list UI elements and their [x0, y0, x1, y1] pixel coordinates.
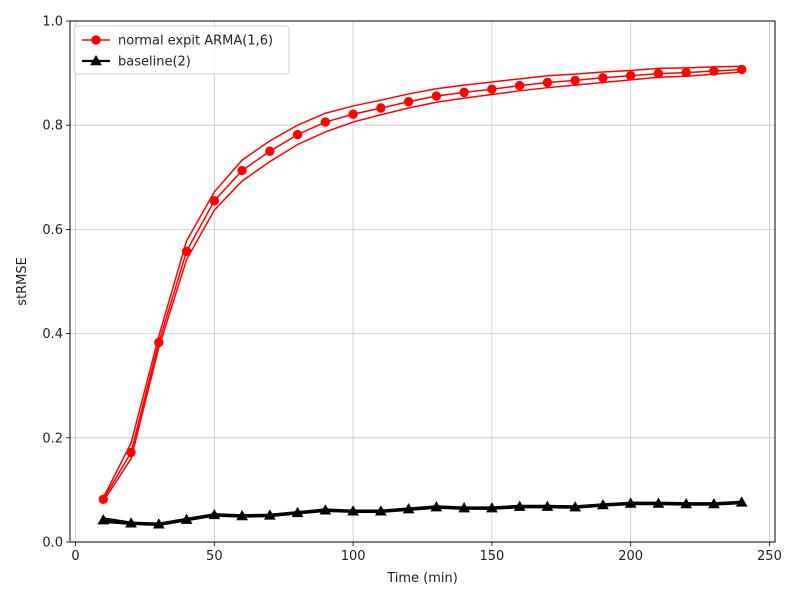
legend-black-marker	[90, 54, 102, 66]
black-series-point	[680, 497, 693, 509]
black-series-point	[402, 503, 415, 514]
red-series-point	[348, 109, 358, 119]
black-series-point	[319, 504, 332, 515]
red-series-point	[292, 129, 303, 140]
tick-layer: 0 50 100 150 200 250 0.0 0.2 0.4 0.6 0.8 1.0	[42, 15, 782, 565]
y-tick-label: 0.6	[42, 223, 63, 238]
y-tick-label: 0.0	[42, 536, 63, 551]
x-tick-label: 0	[71, 549, 79, 564]
red-series-point	[736, 64, 747, 75]
red-series-point	[431, 91, 442, 101]
red-series-point	[459, 87, 469, 98]
red-series-point	[376, 103, 386, 113]
black-series-point	[569, 501, 582, 512]
black-series-point	[541, 500, 554, 511]
y-tick-label: 0.4	[42, 327, 63, 342]
x-tick-label: 250	[757, 549, 782, 564]
black-series-point	[735, 496, 748, 507]
legend-box	[73, 25, 290, 75]
black-series-point	[458, 502, 470, 513]
black-series-point	[97, 514, 110, 525]
x-tick-label: 100	[341, 549, 366, 564]
red-series-lower-band	[102, 71, 742, 502]
grid-layer	[70, 20, 775, 543]
black-series-point	[208, 508, 221, 520]
legend: normal expit ARMA(1,6) baseline(2)	[73, 25, 290, 75]
black-series-point	[513, 500, 526, 511]
black-series-point	[152, 518, 165, 529]
red-series-point	[487, 84, 497, 94]
black-series-point	[652, 497, 665, 508]
x-tick-label: 150	[479, 549, 504, 564]
x-axis-label: Time (min)	[386, 571, 458, 586]
black-series-point	[430, 501, 443, 512]
plot-frame	[69, 20, 776, 543]
black-series-point	[597, 499, 609, 510]
series-layer	[97, 64, 748, 529]
black-series-point	[125, 517, 137, 528]
red-series-point	[181, 246, 192, 256]
red-series-point	[653, 68, 664, 79]
black-series-point	[236, 509, 248, 521]
legend-label: baseline(2)	[118, 55, 191, 70]
red-series-point	[514, 80, 525, 91]
red-series-point	[320, 117, 331, 127]
red-series-point	[625, 71, 636, 81]
red-series-point	[98, 494, 109, 504]
red-series-point	[681, 67, 691, 78]
y-tick-label: 0.2	[42, 431, 63, 446]
y-axis-label: stRMSE	[15, 257, 30, 306]
black-series-point	[263, 509, 276, 520]
x-tick-label: 50	[206, 549, 223, 564]
red-series-point	[154, 337, 164, 348]
black-series-point	[624, 497, 637, 508]
y-tick-label: 0.8	[42, 119, 63, 134]
red-series-point	[403, 97, 414, 107]
legend-label: normal expit ARMA(1,6)	[118, 34, 273, 49]
red-series-point	[209, 196, 220, 206]
red-series-point	[265, 146, 275, 156]
red-series-point	[709, 66, 719, 76]
black-series-point	[708, 497, 720, 509]
red-series-point	[598, 73, 608, 83]
y-tick-label: 1.0	[42, 15, 63, 30]
red-series-point	[126, 447, 136, 458]
black-series-point	[291, 506, 304, 518]
red-series-point	[237, 165, 247, 176]
x-tick-label: 200	[618, 549, 643, 564]
red-series-point	[570, 75, 580, 86]
black-series-point	[347, 505, 359, 516]
legend-red-marker	[91, 35, 101, 45]
black-series-point	[180, 513, 193, 524]
red-series-point	[542, 77, 553, 88]
black-series-line	[103, 501, 742, 526]
black-series-point	[375, 505, 387, 516]
black-series-point	[486, 502, 498, 513]
